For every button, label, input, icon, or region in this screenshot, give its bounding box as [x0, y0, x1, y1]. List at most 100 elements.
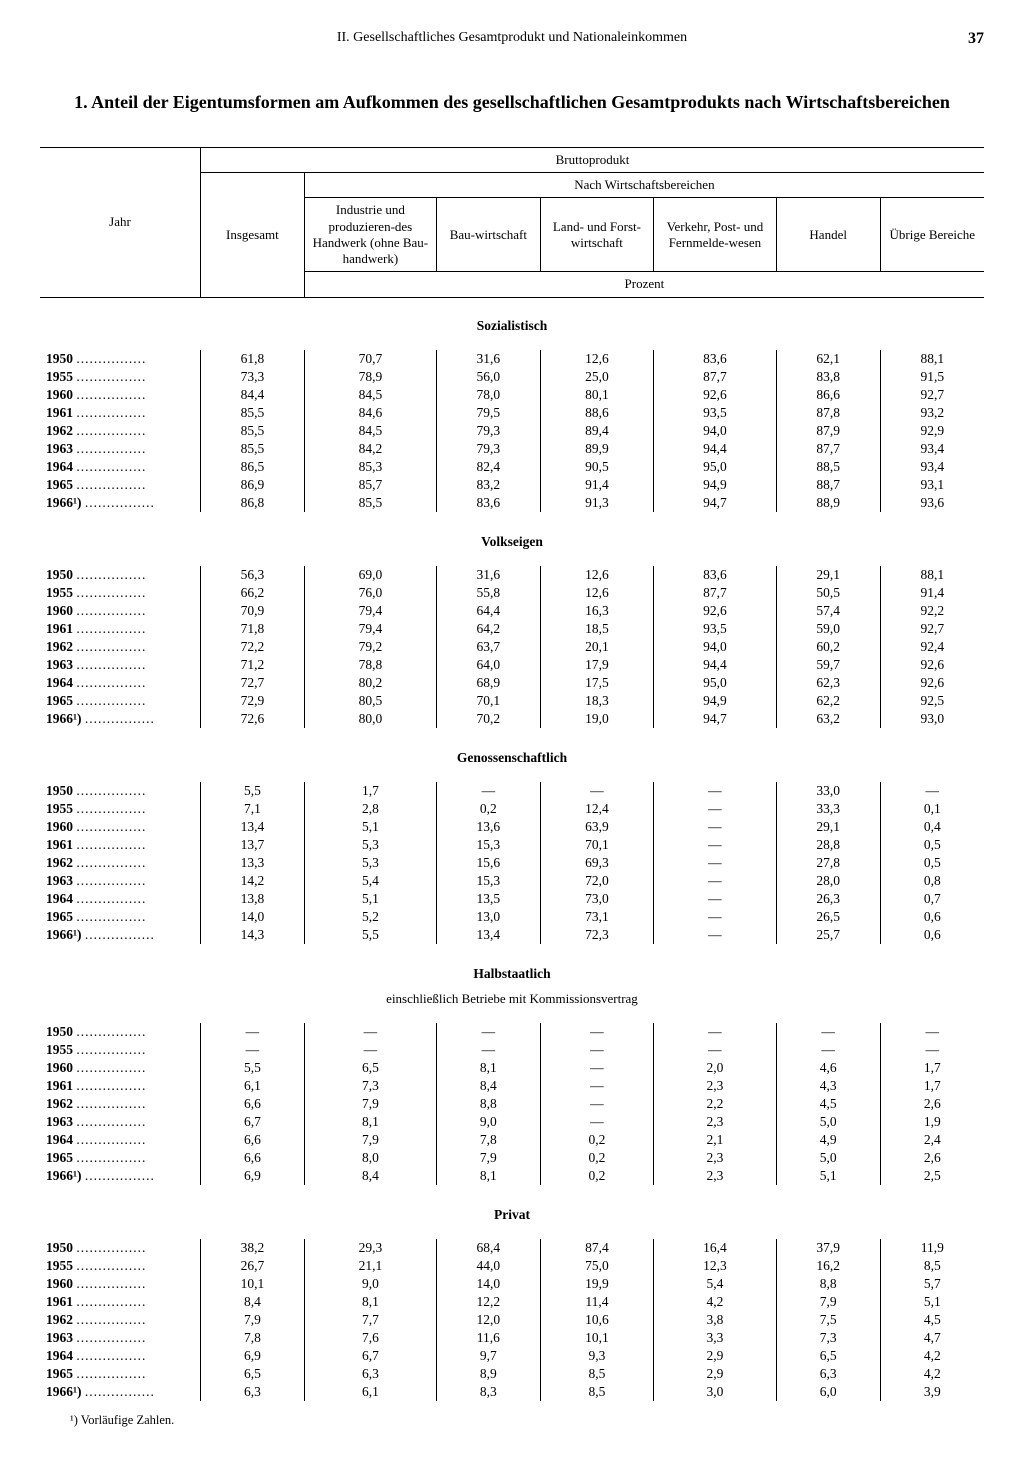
table-row: 1960 ................70,979,464,416,392,…	[40, 602, 984, 620]
year-cell: 1966¹) ................	[40, 710, 200, 728]
value-cell: 33,3	[776, 800, 880, 818]
value-cell: 15,3	[436, 836, 540, 854]
value-cell: 85,5	[304, 494, 436, 512]
value-cell: 60,2	[776, 638, 880, 656]
value-cell: 6,5	[200, 1365, 304, 1383]
table-header: Jahr Bruttoprodukt Insgesamt Nach Wirtsc…	[40, 147, 984, 303]
value-cell: 63,7	[436, 638, 540, 656]
value-cell: 25,7	[776, 926, 880, 944]
value-cell: 83,6	[654, 350, 777, 368]
value-cell: 12,2	[436, 1293, 540, 1311]
value-cell: 5,0	[776, 1149, 880, 1167]
value-cell: 76,0	[304, 584, 436, 602]
value-cell: —	[540, 1041, 653, 1059]
value-cell: 70,1	[436, 692, 540, 710]
value-cell: 7,9	[200, 1311, 304, 1329]
value-cell: 93,6	[880, 494, 984, 512]
value-cell: 95,0	[654, 458, 777, 476]
value-cell: 3,3	[654, 1329, 777, 1347]
value-cell: —	[200, 1023, 304, 1041]
value-cell: 3,9	[880, 1383, 984, 1401]
value-cell: 5,7	[880, 1275, 984, 1293]
table-row: 1964 ................86,585,382,490,595,…	[40, 458, 984, 476]
value-cell: 62,1	[776, 350, 880, 368]
value-cell: 72,7	[200, 674, 304, 692]
table-row: 1961 ................85,584,679,588,693,…	[40, 404, 984, 422]
table-row: 1950 ................56,369,031,612,683,…	[40, 566, 984, 584]
table-row: 1962 ................85,584,579,389,494,…	[40, 422, 984, 440]
value-cell: —	[540, 1095, 653, 1113]
year-cell: 1960 ................	[40, 818, 200, 836]
table-row: 1963 ................71,278,864,017,994,…	[40, 656, 984, 674]
value-cell: 27,8	[776, 854, 880, 872]
value-cell: 8,9	[436, 1365, 540, 1383]
value-cell: 92,2	[880, 602, 984, 620]
value-cell: 16,2	[776, 1257, 880, 1275]
value-cell: 92,9	[880, 422, 984, 440]
value-cell: 13,7	[200, 836, 304, 854]
value-cell: 2,0	[654, 1059, 777, 1077]
col-c2: Bau-wirtschaft	[436, 198, 540, 272]
value-cell: 12,3	[654, 1257, 777, 1275]
value-cell: 8,4	[436, 1077, 540, 1095]
value-cell: 18,3	[540, 692, 653, 710]
value-cell: 26,3	[776, 890, 880, 908]
year-cell: 1950 ................	[40, 350, 200, 368]
value-cell: —	[540, 1023, 653, 1041]
value-cell: 83,2	[436, 476, 540, 494]
value-cell: 6,5	[776, 1347, 880, 1365]
value-cell: 6,7	[200, 1113, 304, 1131]
year-cell: 1963 ................	[40, 1113, 200, 1131]
year-cell: 1965 ................	[40, 692, 200, 710]
value-cell: 4,5	[776, 1095, 880, 1113]
table-row: 1963 ................14,25,415,372,0—28,…	[40, 872, 984, 890]
table-row: 1950 ................61,870,731,612,683,…	[40, 350, 984, 368]
value-cell: 1,7	[304, 782, 436, 800]
value-cell: 19,9	[540, 1275, 653, 1293]
value-cell: 94,7	[654, 494, 777, 512]
year-cell: 1955 ................	[40, 800, 200, 818]
value-cell: 78,8	[304, 656, 436, 674]
year-cell: 1960 ................	[40, 602, 200, 620]
value-cell: 75,0	[540, 1257, 653, 1275]
value-cell: —	[654, 782, 777, 800]
value-cell: 8,5	[540, 1383, 653, 1401]
value-cell: 88,6	[540, 404, 653, 422]
value-cell: 68,4	[436, 1239, 540, 1257]
value-cell: 0,7	[880, 890, 984, 908]
value-cell: 16,4	[654, 1239, 777, 1257]
year-cell: 1962 ................	[40, 1311, 200, 1329]
value-cell: 33,0	[776, 782, 880, 800]
table-row: 1966¹) ................72,680,070,219,09…	[40, 710, 984, 728]
value-cell: 37,9	[776, 1239, 880, 1257]
value-cell: 18,5	[540, 620, 653, 638]
year-cell: 1965 ................	[40, 476, 200, 494]
value-cell: 2,9	[654, 1365, 777, 1383]
value-cell: 7,1	[200, 800, 304, 818]
table-row: 1966¹) ................6,36,18,38,53,06,…	[40, 1383, 984, 1401]
table-row: 1965 ................72,980,570,118,394,…	[40, 692, 984, 710]
value-cell: 93,2	[880, 404, 984, 422]
value-cell: —	[654, 908, 777, 926]
value-cell: —	[654, 818, 777, 836]
value-cell: 0,2	[540, 1149, 653, 1167]
value-cell: 79,3	[436, 440, 540, 458]
value-cell: —	[880, 1023, 984, 1041]
value-cell: 3,8	[654, 1311, 777, 1329]
value-cell: 94,0	[654, 638, 777, 656]
value-cell: 92,6	[654, 386, 777, 404]
table-row: 1960 ................10,19,014,019,95,48…	[40, 1275, 984, 1293]
col-c5: Handel	[776, 198, 880, 272]
value-cell: 8,1	[436, 1167, 540, 1185]
value-cell: 73,3	[200, 368, 304, 386]
value-cell: 66,2	[200, 584, 304, 602]
value-cell: 79,3	[436, 422, 540, 440]
value-cell: 2,3	[654, 1077, 777, 1095]
value-cell: —	[436, 1023, 540, 1041]
value-cell: 72,6	[200, 710, 304, 728]
value-cell: 50,5	[776, 584, 880, 602]
section-title: Sozialistisch	[40, 304, 984, 342]
table-row: 1963 ................85,584,279,389,994,…	[40, 440, 984, 458]
table-row: 1964 ................6,67,97,80,22,14,92…	[40, 1131, 984, 1149]
value-cell: 6,0	[776, 1383, 880, 1401]
